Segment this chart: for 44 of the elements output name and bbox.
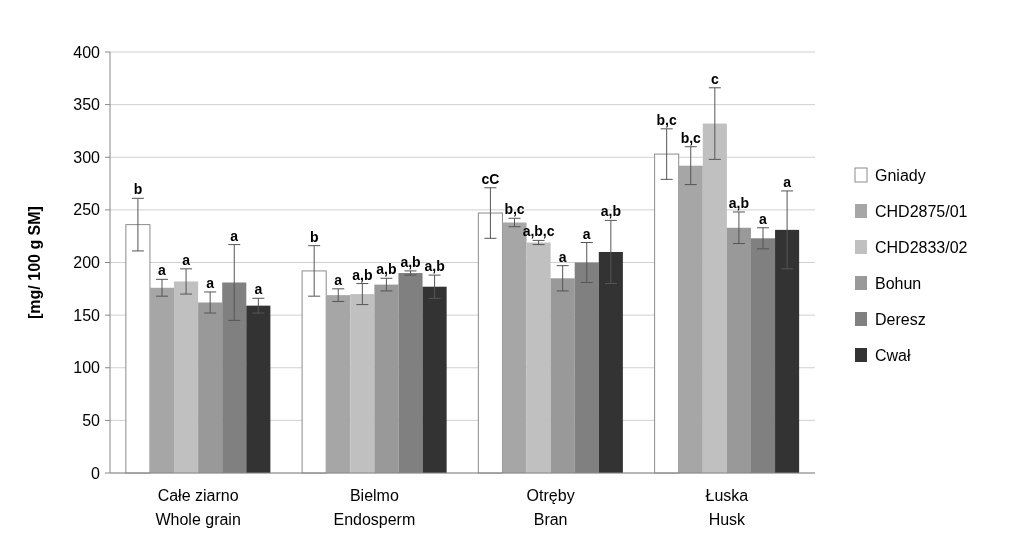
data-label: a,b xyxy=(400,253,421,270)
x-tick-label: Otręby Bran xyxy=(526,487,575,528)
data-label: a xyxy=(206,274,215,291)
data-label: a xyxy=(230,227,239,244)
data-label: a,b xyxy=(424,258,445,275)
legend-label: Deresz xyxy=(875,310,926,328)
y-tick-label: 350 xyxy=(73,96,101,114)
data-label: a xyxy=(558,248,567,265)
data-label: a xyxy=(158,262,167,279)
data-label: a,b xyxy=(600,203,621,220)
x-tick-label: Całe ziarno Whole grain xyxy=(155,487,241,528)
y-tick-label: 150 xyxy=(73,306,101,324)
data-label: a xyxy=(182,251,191,268)
legend-label: Cwał xyxy=(875,346,912,364)
y-tick-label: 0 xyxy=(91,464,101,482)
y-tick-label: 250 xyxy=(73,201,101,219)
data-label: b,c xyxy=(680,129,702,146)
data-label: b xyxy=(133,181,143,198)
y-tick-label: 400 xyxy=(73,43,101,61)
legend-label: CHD2833/02 xyxy=(875,238,968,256)
y-tick-label: 100 xyxy=(73,359,101,377)
data-label: a,b,c xyxy=(522,223,555,240)
data-label: a xyxy=(582,225,591,242)
data-label: a xyxy=(783,173,792,190)
legend-label: CHD2875/01 xyxy=(875,202,968,220)
legend-label: Bohun xyxy=(875,274,922,292)
data-label: c xyxy=(710,70,719,87)
legend-label: Gniady xyxy=(875,166,926,184)
data-label: b xyxy=(309,228,319,245)
y-axis-title: [mg/ 100 g SM] xyxy=(26,206,43,319)
data-label: a,b xyxy=(728,194,750,211)
y-tick-label: 50 xyxy=(82,411,101,429)
y-tick-label: 200 xyxy=(73,254,101,272)
data-label: cC xyxy=(481,170,500,187)
data-label: a xyxy=(759,210,768,227)
data-label: a,b xyxy=(352,266,373,283)
x-tick-label: Łuska Husk xyxy=(705,487,749,528)
x-tick-label: Bielmo Endosperm xyxy=(333,487,416,528)
data-label: a xyxy=(254,281,263,298)
data-label: b,c xyxy=(656,111,677,128)
data-label: a,b xyxy=(376,261,397,278)
y-tick-label: 300 xyxy=(73,148,101,166)
data-label: a xyxy=(334,271,343,288)
data-label: b,c xyxy=(504,201,525,218)
